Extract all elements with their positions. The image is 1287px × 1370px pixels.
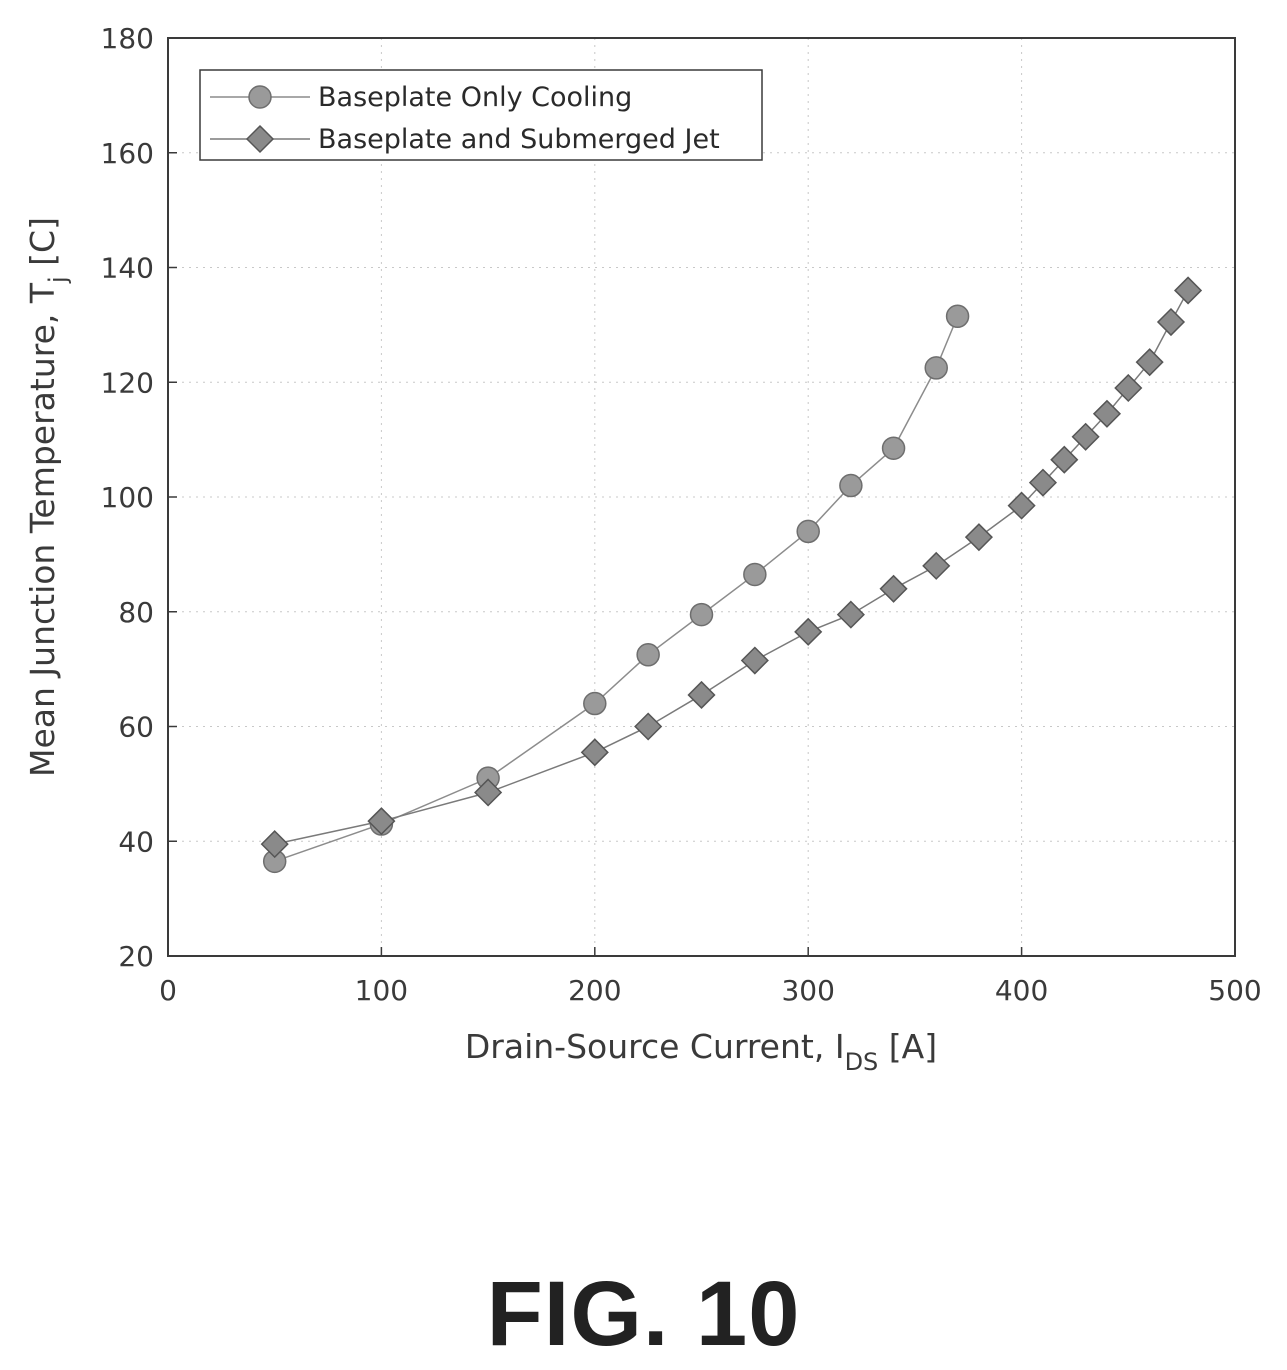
legend-marker-circle [248,85,272,109]
data-point-diamond [260,830,289,859]
data-point-circle [945,304,970,329]
data-point-circle [839,473,863,498]
x-tick-label: 200 [568,974,621,1007]
y-tick-label: 40 [118,825,154,858]
figure-label: FIG. 10 [486,1263,801,1365]
y-tick-label: 80 [118,596,154,629]
x-tick-label: 400 [995,974,1048,1007]
data-point-diamond [964,523,993,552]
data-point-circle [636,643,660,667]
legend: Baseplate Only Cooling Baseplate and Sub… [199,69,763,161]
data-point-diamond [474,778,503,807]
legend-box [199,69,763,161]
data-point-diamond [1156,307,1186,337]
y-axis-title: Mean Junction Temperature, Tj [C] [23,217,72,777]
data-point-circle [881,436,906,460]
data-point-diamond [1028,468,1058,497]
series-2 [260,276,1203,859]
data-point-circle [924,356,948,380]
data-point-circle [583,691,607,716]
legend-label-baseplate-only: Baseplate Only Cooling [318,82,632,113]
y-tick-label: 160 [101,137,154,170]
data-point-diamond [1135,348,1164,377]
legend-label-submerged-jet: Baseplate and Submerged Jet [318,124,720,155]
data-point-diamond [922,551,951,580]
data-point-diamond [1092,399,1122,428]
data-point-diamond [1007,491,1036,520]
y-tick-label: 140 [101,252,154,285]
x-tick-label: 100 [355,974,408,1007]
axis-ticks: 0 100 200 300 400 500 20 40 60 80 100 120 140 160 180 [101,22,1262,1007]
data-point-diamond [580,738,609,767]
x-axis-title: Drain-Source Current, IDS [A] [465,1027,937,1076]
data-point-circle [796,519,820,544]
data-point-diamond [1114,373,1143,403]
y-tick-label: 100 [101,481,154,514]
data-point-circle [689,602,714,627]
y-tick-label: 60 [118,711,154,744]
data-point-diamond [740,646,769,675]
data-point-circle [743,562,767,587]
y-tick-label: 120 [101,366,154,399]
data-point-diamond [367,807,396,836]
data-point-diamond [687,680,716,710]
x-tick-label: 300 [781,974,834,1007]
y-tick-label: 180 [101,22,154,55]
x-tick-label: 0 [159,974,177,1007]
legend-marker-diamond [245,124,275,154]
series-line [274,290,1189,845]
chart: 0 100 200 300 400 50020406080100120140160180 … [23,22,1262,1076]
data-point-diamond [836,600,865,629]
data-point-diamond [1050,445,1079,474]
series [260,276,1203,874]
x-tick-label: 500 [1208,974,1261,1007]
data-point-diamond [1071,422,1100,451]
data-point-diamond [1173,276,1203,305]
data-point-diamond [879,574,908,603]
series-1 [262,304,970,874]
data-point-diamond [634,712,663,741]
y-tick-label: 20 [118,940,154,973]
series-line [274,315,959,863]
data-point-diamond [794,617,823,646]
grid [168,38,1235,956]
